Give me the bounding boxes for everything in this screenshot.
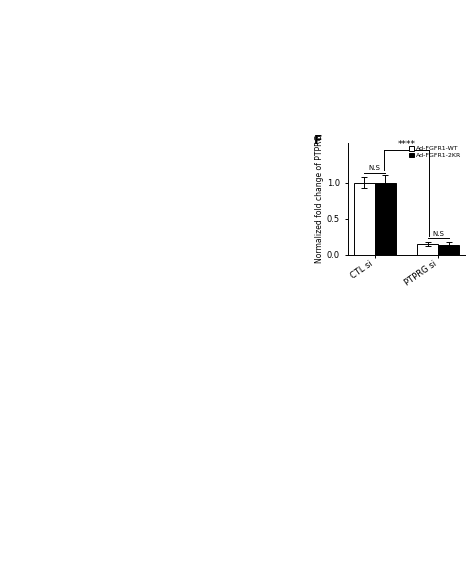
Bar [354,182,374,255]
Bar [417,244,438,255]
Bar [438,245,459,255]
Text: ****: **** [398,141,415,149]
Y-axis label: Normalized fold change of PTPRG: Normalized fold change of PTPRG [315,134,324,263]
Text: N.S: N.S [369,165,381,172]
Legend: Ad-FGFR1-WT, Ad-FGFR1-2KR: Ad-FGFR1-WT, Ad-FGFR1-2KR [409,146,461,158]
Text: N.S: N.S [432,231,444,237]
Bar [374,182,396,255]
Text: F: F [313,134,322,147]
